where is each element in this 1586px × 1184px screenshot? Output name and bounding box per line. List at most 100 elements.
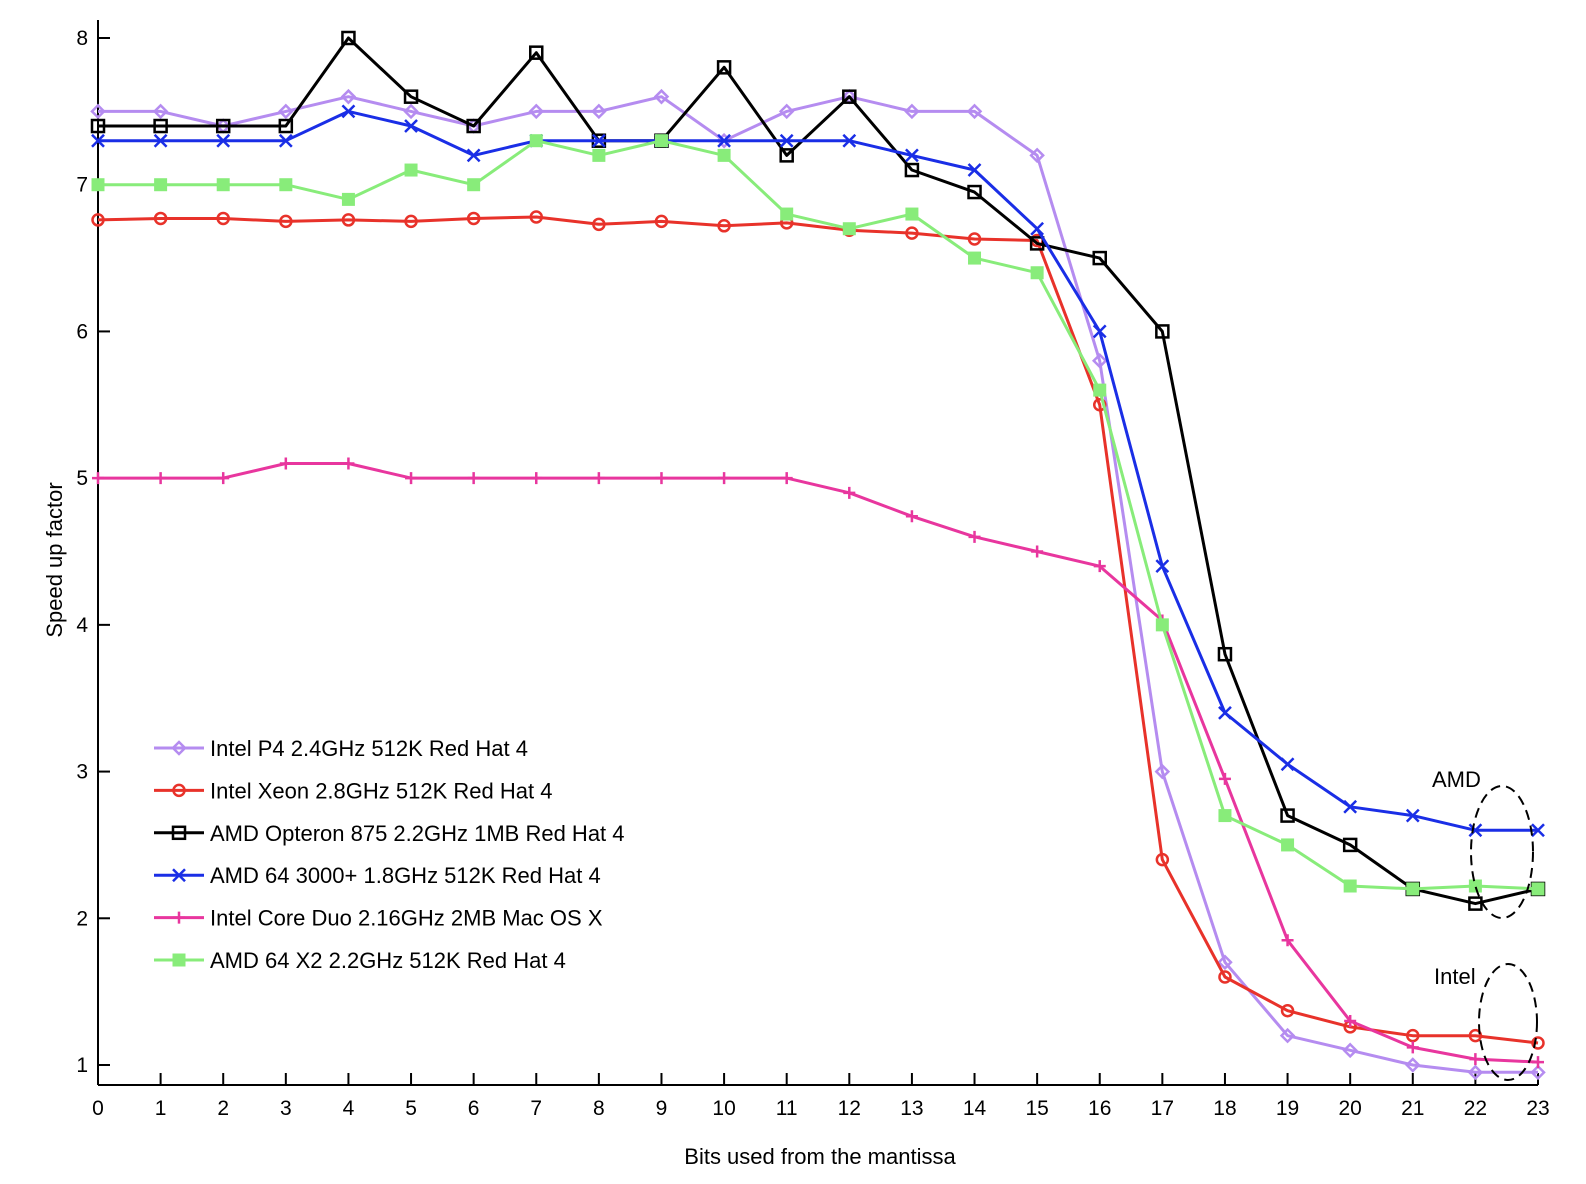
annotations: AMD Intel (1432, 767, 1538, 1081)
data-point (91, 133, 105, 148)
data-point (780, 472, 793, 485)
x-tick-label: 18 (1213, 1097, 1236, 1120)
data-point (592, 472, 605, 485)
data-point (90, 118, 106, 134)
data-point (968, 251, 982, 265)
data-point (91, 213, 105, 227)
legend-item: Intel Xeon 2.8GHz 512K Red Hat 4 (154, 778, 552, 803)
data-point (1218, 706, 1232, 720)
x-tick-label: 5 (405, 1097, 417, 1120)
x-tick-label: 12 (838, 1097, 861, 1120)
data-point (1280, 757, 1295, 772)
data-point (1468, 823, 1483, 838)
data-point (1155, 852, 1170, 867)
legend: Intel P4 2.4GHz 512K Red Hat 4 Intel Xeon… (154, 736, 625, 973)
data-point (279, 178, 293, 192)
data-point (1029, 236, 1045, 251)
data-point (718, 472, 731, 485)
data-point (1343, 799, 1358, 814)
x-tick-label: 11 (776, 1097, 798, 1120)
data-point (1280, 1003, 1295, 1018)
data-point (1342, 1042, 1358, 1059)
data-point (340, 88, 357, 105)
data-point (153, 118, 168, 134)
data-point (152, 103, 169, 120)
series-line (98, 462, 1539, 1064)
series-line (98, 36, 1539, 906)
series-line (97, 215, 1539, 1045)
data-point (1279, 1027, 1296, 1044)
data-point (843, 486, 856, 499)
data-point (341, 30, 356, 46)
data-point (655, 472, 668, 485)
data-point (966, 103, 983, 120)
x-tick-label: 4 (343, 1097, 355, 1120)
data-point (466, 118, 481, 134)
data-point (1406, 1028, 1420, 1043)
legend-marker (172, 868, 186, 883)
annotation-amd: AMD (1432, 767, 1481, 792)
amd-group-ellipse (1470, 785, 1534, 919)
legend-item: AMD 64 3000+ 1.8GHz 512K Red Hat 4 (154, 863, 601, 888)
data-point (1406, 1041, 1419, 1054)
data-point (1531, 882, 1545, 896)
data-point (780, 207, 794, 221)
data-point (278, 103, 294, 120)
data-point (905, 510, 918, 523)
data-point (1406, 882, 1420, 896)
data-point (779, 133, 794, 148)
legend-label: AMD 64 3000+ 1.8GHz 512K Red Hat 4 (210, 863, 601, 888)
data-point (1155, 559, 1170, 574)
data-point (1343, 879, 1357, 893)
data-point (654, 214, 669, 229)
y-tick-label: 5 (76, 467, 88, 490)
data-point (1092, 324, 1107, 339)
data-point (216, 211, 230, 226)
legend-label: AMD Opteron 875 2.2GHz 1MB Red Hat 4 (210, 821, 625, 846)
data-point (717, 148, 731, 162)
data-point (466, 211, 481, 226)
series-4 (92, 457, 1544, 1069)
y-tick-label: 8 (76, 27, 88, 50)
data-point (404, 214, 418, 229)
x-tick-label: 9 (656, 1097, 668, 1120)
data-point (90, 103, 106, 120)
series-layer (90, 30, 1546, 1081)
x-tick-label: 8 (593, 1097, 605, 1120)
data-point (842, 89, 857, 104)
legend-label: AMD 64 X2 2.2GHz 512K Red Hat 4 (210, 948, 566, 973)
legend-item: Intel Core Duo 2.16GHz 2MB Mac OS X (154, 906, 603, 931)
data-point (1281, 838, 1295, 852)
data-point (1093, 383, 1107, 397)
data-point (529, 210, 544, 224)
data-point (467, 472, 480, 485)
data-point (405, 472, 418, 485)
data-point (967, 163, 982, 177)
data-point (716, 132, 732, 149)
y-tick-label: 4 (76, 614, 88, 637)
data-point (778, 103, 795, 120)
data-point (154, 178, 168, 192)
y-tick-label: 6 (76, 320, 88, 343)
data-point (967, 232, 982, 246)
data-point (967, 184, 982, 200)
data-point (1405, 1057, 1421, 1073)
legend-marker (172, 783, 186, 798)
data-point (968, 530, 981, 543)
data-point (1218, 970, 1232, 984)
legend-label: Intel Core Duo 2.16GHz 2MB Mac OS X (210, 906, 603, 931)
data-point (904, 103, 920, 120)
data-point (592, 217, 606, 232)
x-tick-label: 10 (712, 1097, 735, 1120)
data-point (215, 118, 231, 134)
x-tick-label: 16 (1088, 1097, 1111, 1120)
data-point (1530, 1064, 1546, 1081)
data-point (529, 45, 544, 60)
data-point (91, 178, 105, 192)
series-line (98, 109, 1538, 832)
data-point (216, 133, 231, 148)
data-point (1154, 763, 1171, 780)
legend-marker (171, 740, 187, 756)
legend-marker (171, 825, 187, 841)
data-point (842, 133, 857, 148)
